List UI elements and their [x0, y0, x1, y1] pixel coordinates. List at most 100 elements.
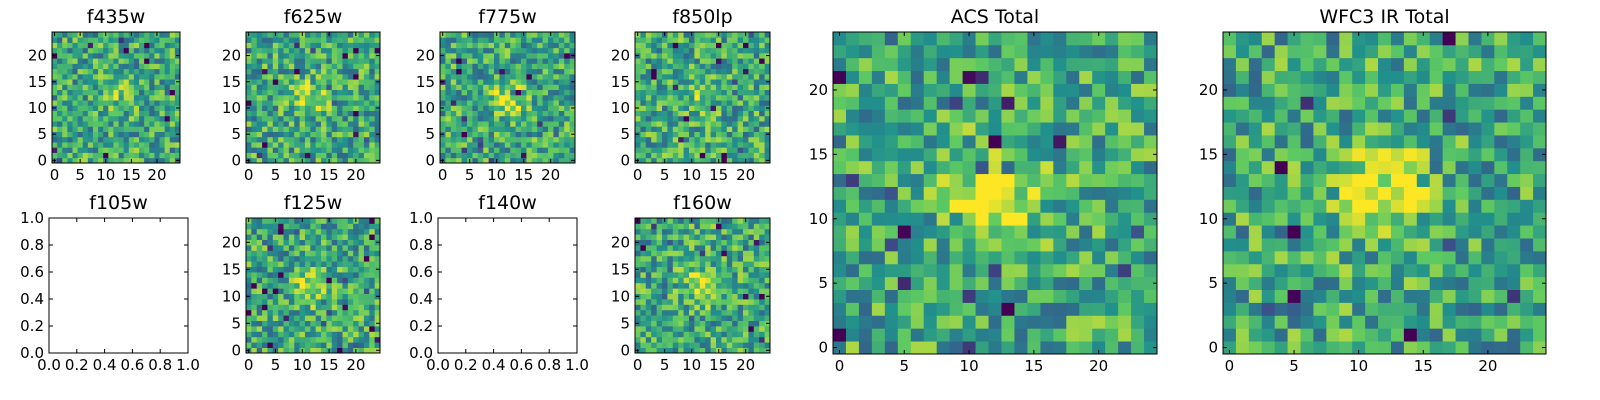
heatmap-cell	[331, 282, 338, 289]
heatmap-cell	[123, 115, 130, 122]
heatmap-cell	[640, 121, 647, 127]
heatmap-cell	[667, 63, 674, 70]
heatmap-cell	[169, 157, 176, 164]
heatmap-cell	[553, 63, 560, 70]
heatmap-cell	[764, 282, 771, 289]
heatmap-cell	[737, 147, 744, 153]
heatmap-cell	[374, 73, 381, 80]
heatmap-cell	[548, 142, 554, 148]
heatmap-cell	[748, 47, 755, 54]
heatmap-cell	[759, 228, 765, 235]
heatmap-cell	[1352, 315, 1366, 329]
heatmap-cell	[278, 272, 284, 278]
heatmap-cell	[353, 277, 359, 284]
y-tick-label: 15	[28, 73, 47, 91]
heatmap-cell	[1352, 199, 1366, 213]
heatmap-cell	[374, 37, 381, 43]
heatmap-cell	[743, 326, 749, 332]
heatmap-cell	[564, 142, 570, 148]
heatmap-cell	[347, 37, 354, 43]
heatmap-cell	[262, 309, 268, 316]
heatmap-cell	[753, 282, 760, 289]
heatmap-cell	[1014, 135, 1028, 149]
heatmap-cell	[283, 32, 290, 38]
heatmap-cell	[133, 47, 140, 54]
heatmap-cell	[133, 100, 140, 106]
heatmap-cell	[537, 52, 543, 59]
heatmap-cell	[321, 63, 327, 70]
heatmap-cell	[651, 47, 657, 54]
heatmap-cell	[1326, 289, 1340, 303]
heatmap-cell	[672, 131, 679, 138]
heatmap-cell	[759, 320, 765, 327]
heatmap-cell	[1520, 276, 1534, 290]
heatmap-cell	[858, 109, 873, 123]
heatmap-cell	[645, 157, 652, 164]
heatmap-cell	[337, 234, 343, 240]
heatmap-cell	[542, 37, 549, 43]
heatmap-cell	[871, 70, 886, 84]
heatmap-cell	[499, 73, 506, 80]
heatmap-cell	[342, 42, 349, 49]
heatmap-cell	[858, 263, 873, 278]
heatmap-cell	[531, 79, 538, 85]
heatmap-cell	[154, 63, 160, 70]
heatmap-cell	[1014, 341, 1028, 355]
heatmap-cell	[450, 79, 457, 85]
heatmap-cell	[726, 157, 733, 164]
heatmap-cell	[569, 126, 576, 132]
heatmap-cell	[721, 234, 728, 240]
heatmap-cell	[256, 282, 263, 289]
heatmap-cell	[515, 63, 522, 70]
heatmap-cell	[159, 63, 166, 70]
heatmap-cell	[353, 105, 359, 111]
heatmap-cell	[1092, 250, 1106, 265]
heatmap-cell	[672, 157, 679, 164]
heatmap-cell	[1105, 109, 1119, 123]
heatmap-cell	[342, 304, 349, 311]
heatmap-cell	[299, 152, 306, 159]
heatmap-cell	[537, 58, 543, 64]
heatmap-cell	[759, 245, 765, 251]
heatmap-cell	[1014, 70, 1028, 84]
heatmap-cell	[304, 304, 311, 311]
heatmap-cell	[450, 110, 457, 117]
heatmap-cell	[656, 326, 663, 332]
heatmap-cell	[278, 293, 284, 300]
heatmap-cell	[699, 218, 706, 224]
heatmap-cell	[753, 94, 760, 101]
heatmap-cell	[645, 52, 652, 59]
heatmap-cell	[1365, 263, 1379, 278]
axes-frame-f140w	[437, 217, 578, 354]
heatmap-cell	[262, 89, 268, 96]
heatmap-cell	[705, 228, 711, 235]
x-tick-label: 15	[709, 356, 728, 374]
heatmap-cell	[499, 68, 506, 75]
heatmap-cell	[504, 152, 511, 159]
heatmap-cell	[716, 223, 722, 230]
y-tick-label: 5	[231, 314, 241, 332]
heatmap-cell	[635, 136, 641, 143]
heatmap-cell	[113, 115, 119, 122]
heatmap-cell	[149, 47, 155, 54]
heatmap-cell	[510, 68, 516, 75]
heatmap-cell	[1027, 250, 1041, 265]
heatmap-cell	[753, 239, 760, 246]
heatmap-cell	[689, 52, 695, 59]
heatmap-cell	[721, 326, 728, 332]
heatmap-cell	[1027, 315, 1041, 329]
heatmap-cell	[278, 309, 284, 316]
x-tick-label: 0	[835, 357, 845, 375]
heatmap-cell	[764, 309, 771, 316]
heatmap-cell	[369, 342, 376, 348]
heatmap-cell	[748, 299, 755, 305]
heatmap-cell	[531, 58, 538, 64]
heatmap-cell	[1248, 315, 1263, 329]
heatmap-cell	[358, 32, 365, 38]
heatmap-cell	[699, 223, 706, 230]
heatmap-cell	[456, 136, 462, 143]
heatmap-cell	[1144, 212, 1158, 226]
heatmap-cell	[342, 58, 349, 64]
heatmap-cell	[526, 73, 533, 80]
heatmap-cell	[321, 100, 327, 106]
